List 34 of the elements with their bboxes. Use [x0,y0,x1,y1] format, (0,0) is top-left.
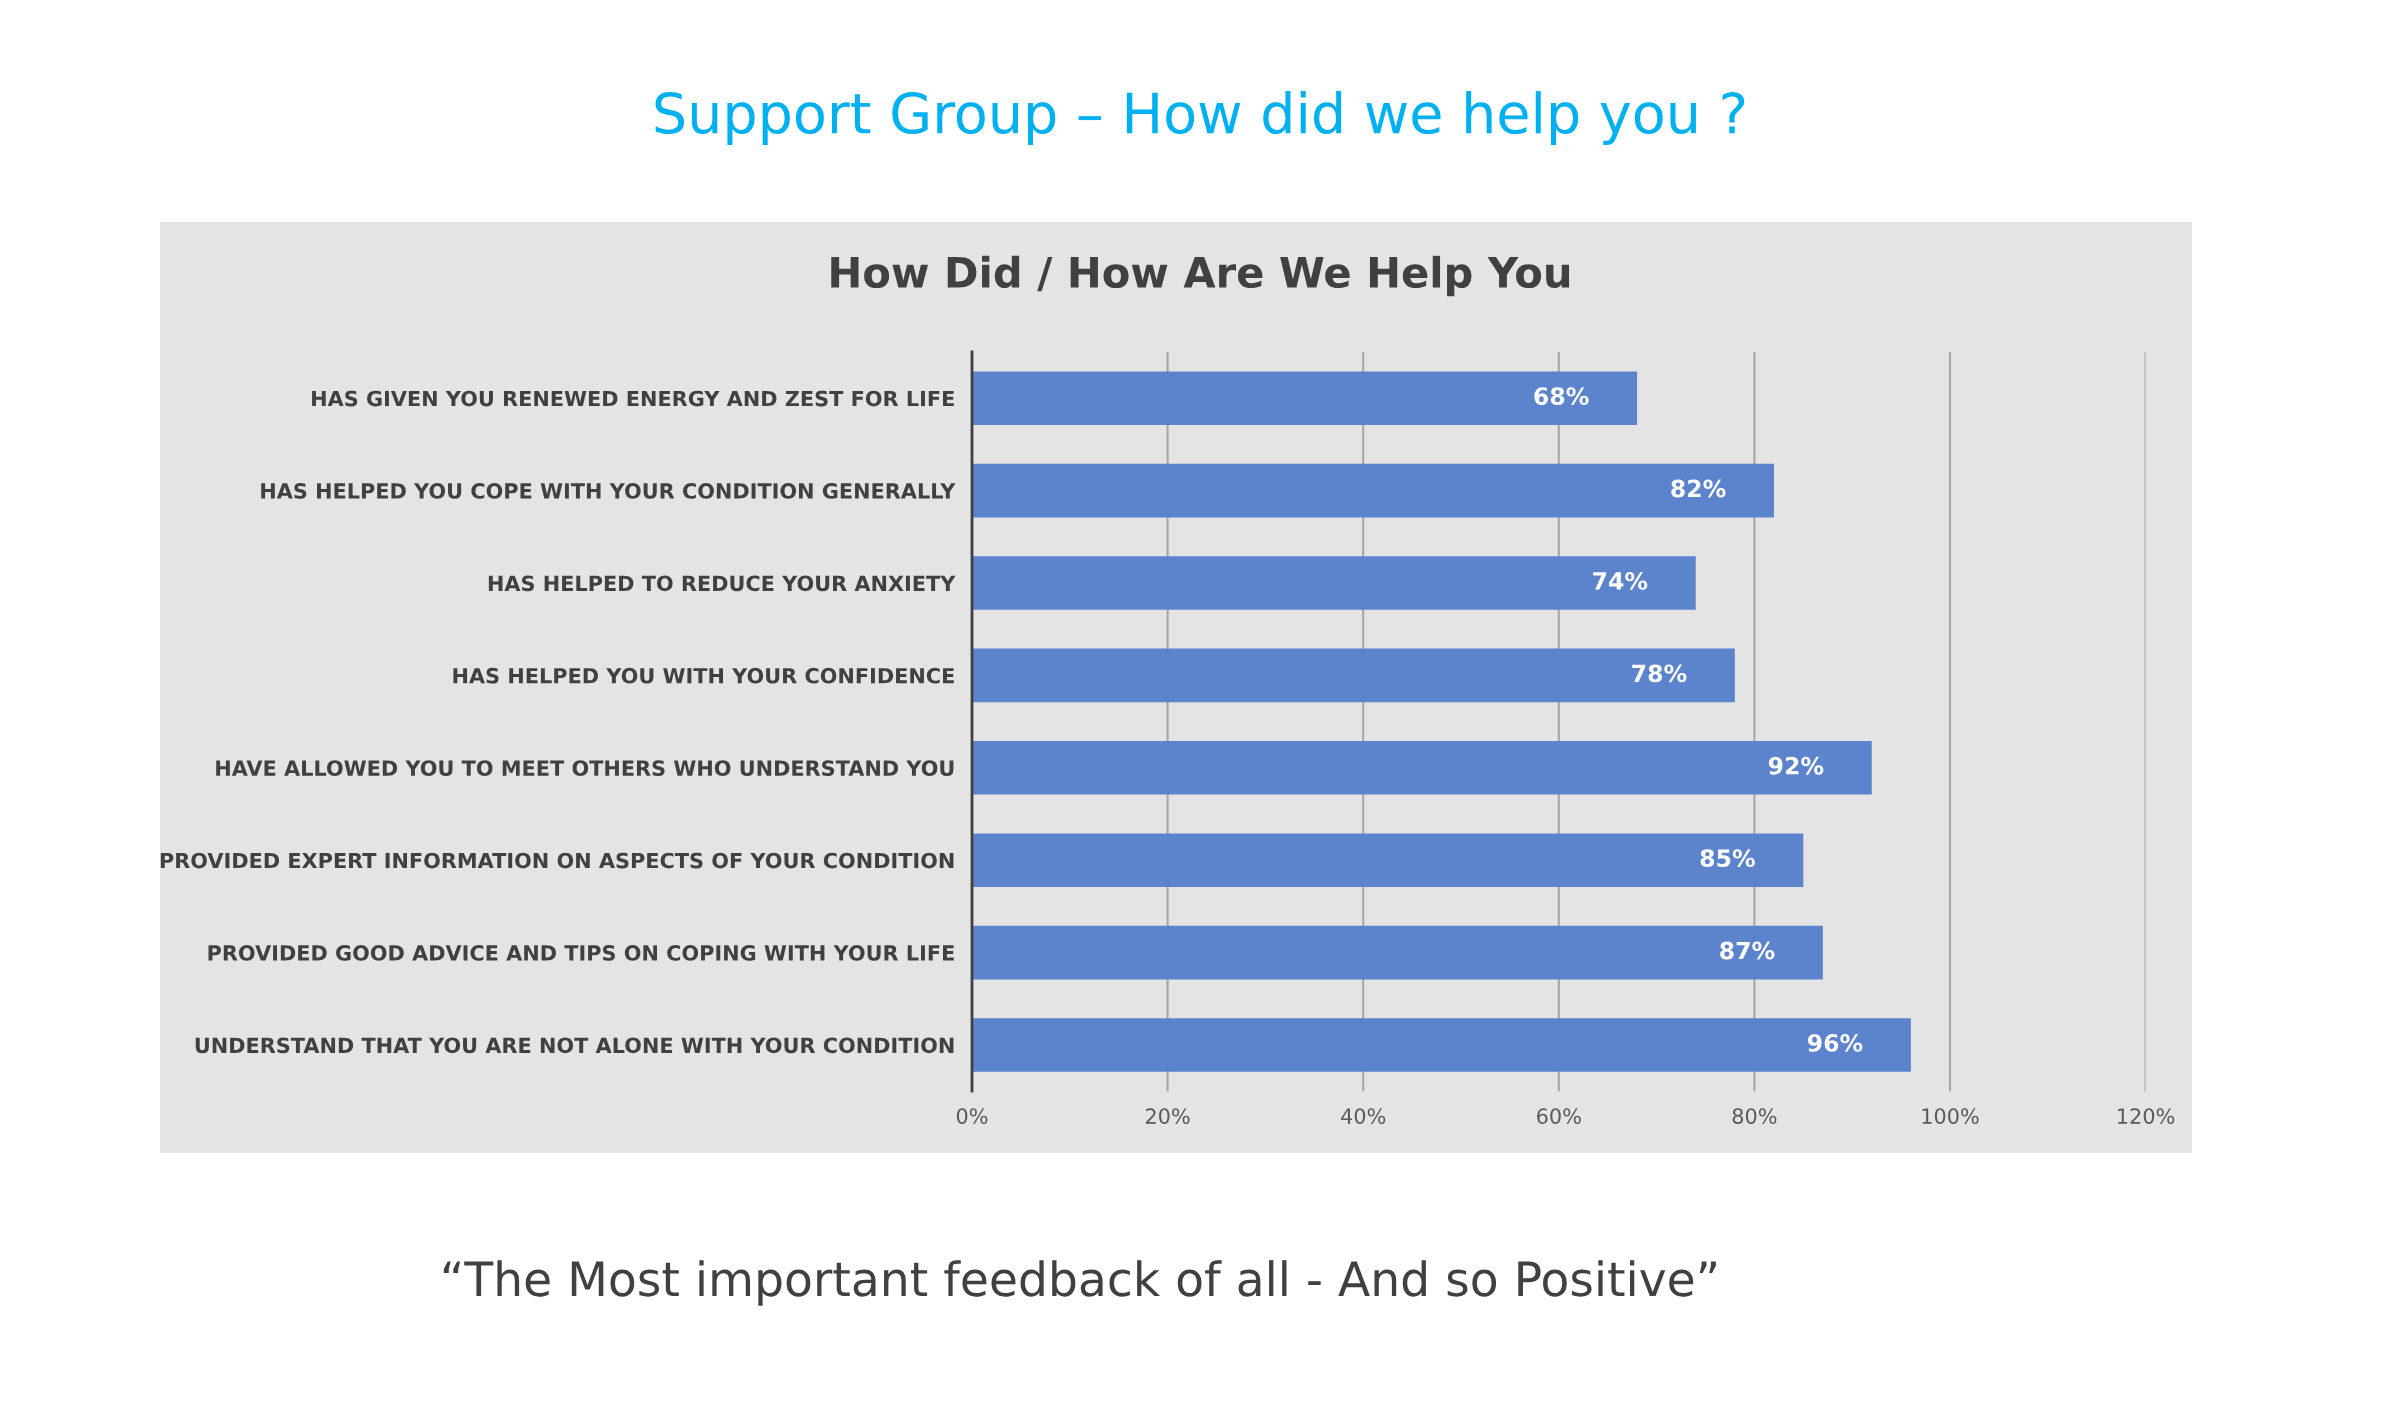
x-tick-label: 100% [1922,1108,1979,1124]
x-tick-label: 120% [2118,1108,2175,1124]
data-label: 96% [1807,1033,1863,1052]
y-tick-label: HAS HELPED TO REDUCE YOUR ANXIETY [488,575,956,592]
chart-title: Support Group – How did we help you ? [655,91,1745,145]
y-tick-label: UNDERSTAND THAT YOU ARE NOT ALONE WITH YOUR CONDITION [195,1037,954,1054]
data-label: 74% [1593,571,1648,590]
bar [972,463,1774,518]
data-label: 92% [1768,756,1824,775]
y-tick-label: PROVIDED GOOD ADVICE AND TIPS ON COPING WITH YOUR LIFE [208,945,954,961]
data-label: 68% [1534,387,1589,406]
x-tick-label: 60% [1537,1108,1581,1124]
y-tick-label: HAVE ALLOWED YOU TO MEET OTHERS WHO UNDERSTAND YOU [216,760,954,777]
bar [972,925,1823,980]
bar [972,371,1638,425]
chart-subtitle: How Did / How Are We Help You [831,255,1570,297]
x-tick-label: 20% [1145,1108,1190,1124]
y-tick-label: PROVIDED EXPERT INFORMATION ON ASPECTS OF YOUR CONDITION [160,852,954,869]
bar [972,1018,1911,1072]
bar [972,833,1804,887]
text: “The Most important feedback of all - And so Positive” [443,1260,1716,1306]
x-tick-label: 40% [1341,1108,1386,1124]
x-tick-label: 0% [956,1108,988,1124]
data-label: 78% [1632,664,1687,683]
x-tick-label: 80% [1732,1108,1777,1124]
data-label: 82% [1671,479,1726,498]
bar [972,741,1872,795]
y-tick-label: HAS HELPED YOU WITH YOUR CONFIDENCE [453,667,954,684]
data-label: 87% [1720,941,1775,960]
y-tick-label: HAS HELPED YOU COPE WITH YOUR CONDITION GENERALLY [261,483,956,499]
y-tick-label: HAS GIVEN YOU RENEWED ENERGY AND ZEST FOR LIFE [312,390,954,407]
data-label: 85% [1700,849,1755,868]
bar [972,556,1696,610]
bar [972,648,1735,703]
